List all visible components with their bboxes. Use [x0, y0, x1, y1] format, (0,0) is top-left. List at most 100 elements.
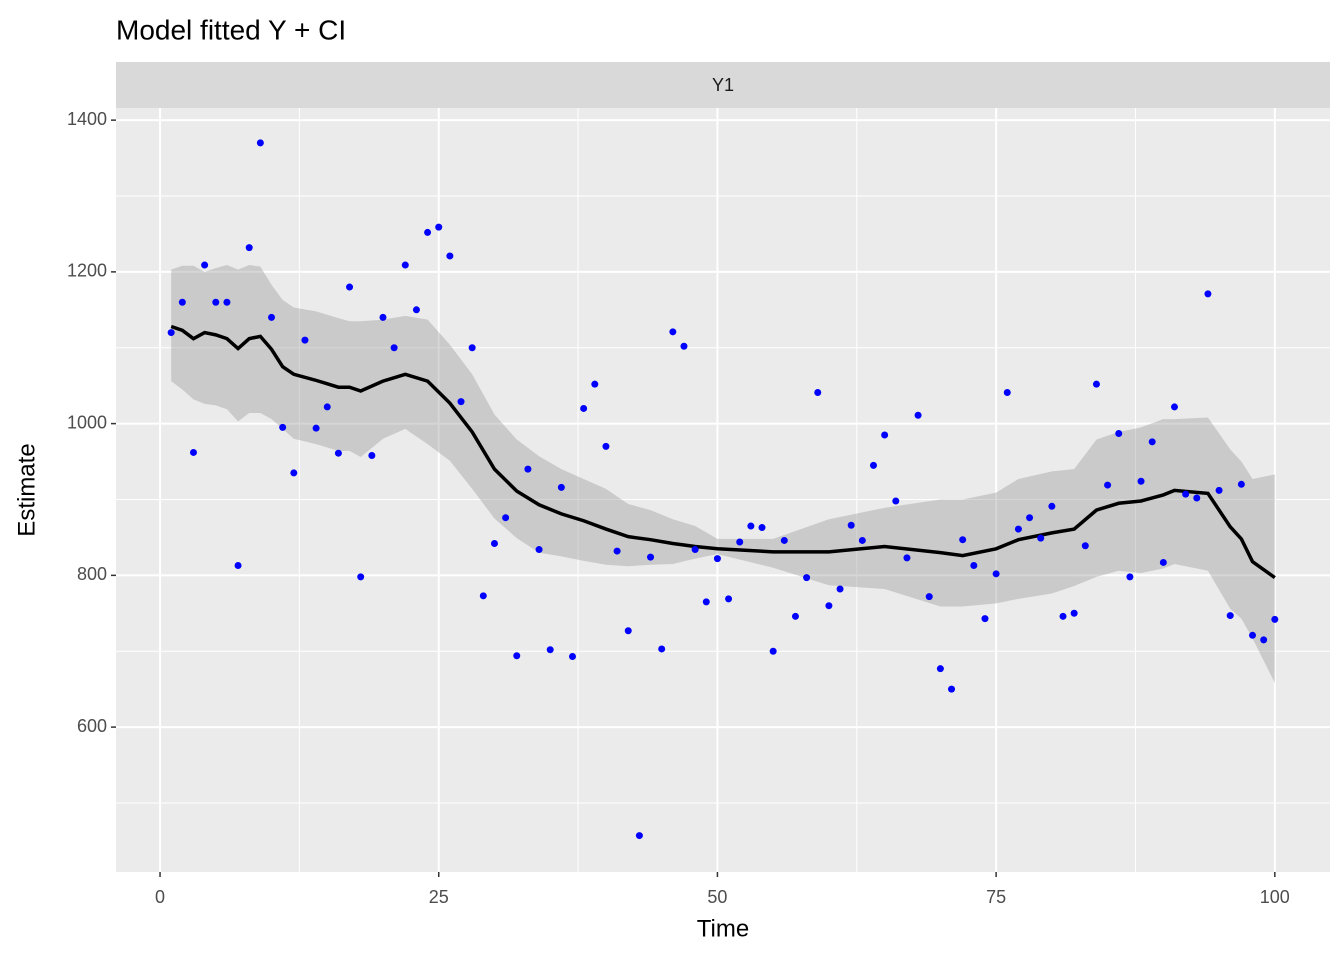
x-tick-label: 0 [155, 887, 165, 907]
point [390, 344, 398, 352]
point [1182, 490, 1190, 498]
strip [116, 62, 1330, 108]
fitted-line [170, 324, 1276, 580]
point [479, 592, 487, 600]
point [457, 398, 465, 406]
point [769, 647, 777, 655]
point [691, 546, 699, 554]
point [424, 228, 432, 236]
point [669, 328, 677, 336]
point [1115, 429, 1123, 437]
y-tick-label: 1200 [67, 261, 107, 281]
point [334, 449, 342, 457]
point [446, 252, 454, 260]
point [847, 521, 855, 529]
x-tick-label: 25 [429, 887, 449, 907]
point [1014, 525, 1022, 533]
point [981, 615, 989, 623]
point [814, 389, 822, 397]
point [490, 539, 498, 547]
point [647, 553, 655, 561]
point [468, 344, 476, 352]
point [635, 832, 643, 840]
point [613, 547, 621, 555]
point [1137, 477, 1145, 485]
point [680, 342, 688, 350]
point [914, 411, 922, 419]
point [1148, 438, 1156, 446]
point [1193, 494, 1201, 502]
panel [116, 108, 1330, 872]
point [1170, 403, 1178, 411]
point [1249, 631, 1257, 639]
point [936, 665, 944, 673]
point [268, 313, 276, 321]
point [201, 261, 209, 269]
y-tick-label: 1400 [67, 109, 107, 129]
point [1104, 481, 1112, 489]
point [1215, 486, 1223, 494]
point [1026, 514, 1034, 522]
y-tick-label: 800 [77, 564, 107, 584]
point [524, 465, 532, 473]
point [992, 570, 1000, 578]
confidence-band [171, 265, 1275, 684]
point [858, 536, 866, 544]
point [736, 538, 744, 546]
point [580, 404, 588, 412]
marks [167, 139, 1279, 840]
point [1081, 542, 1089, 550]
point [780, 536, 788, 544]
point [546, 646, 554, 654]
point [435, 223, 443, 231]
point [602, 442, 610, 450]
point [624, 627, 632, 635]
point [401, 261, 409, 269]
point [713, 555, 721, 563]
point [189, 448, 197, 456]
point [212, 298, 220, 306]
point [1048, 502, 1056, 510]
y-tick-label: 600 [77, 716, 107, 736]
point [569, 653, 577, 661]
point [1070, 609, 1078, 617]
point [1126, 573, 1134, 581]
point [948, 685, 956, 693]
point [368, 451, 376, 459]
point [747, 522, 755, 530]
point [970, 561, 978, 569]
point [557, 483, 565, 491]
point [323, 403, 331, 411]
point [245, 244, 253, 252]
point [312, 424, 320, 432]
x-tick-label: 75 [986, 887, 1006, 907]
x-axis-title: Time [697, 915, 749, 942]
y-axis-title: Estimate [13, 443, 40, 536]
point [1159, 558, 1167, 566]
point [290, 469, 298, 477]
point [903, 554, 911, 562]
point [279, 423, 287, 431]
point [379, 313, 387, 321]
point [301, 336, 309, 344]
point [1260, 636, 1268, 644]
point [1271, 615, 1279, 623]
y-tick-label: 1000 [67, 412, 107, 432]
point [925, 593, 933, 601]
point [725, 595, 733, 603]
strip-label: Y1 [712, 75, 734, 95]
point [959, 536, 967, 544]
x-tick-label: 50 [707, 887, 727, 907]
point [1237, 480, 1245, 488]
point [1037, 534, 1045, 542]
point [412, 306, 420, 314]
point [256, 139, 264, 147]
point [346, 283, 354, 291]
point [825, 602, 833, 610]
point [1204, 290, 1212, 298]
point [836, 585, 844, 593]
point [803, 574, 811, 582]
point [881, 431, 889, 439]
point [892, 497, 900, 505]
